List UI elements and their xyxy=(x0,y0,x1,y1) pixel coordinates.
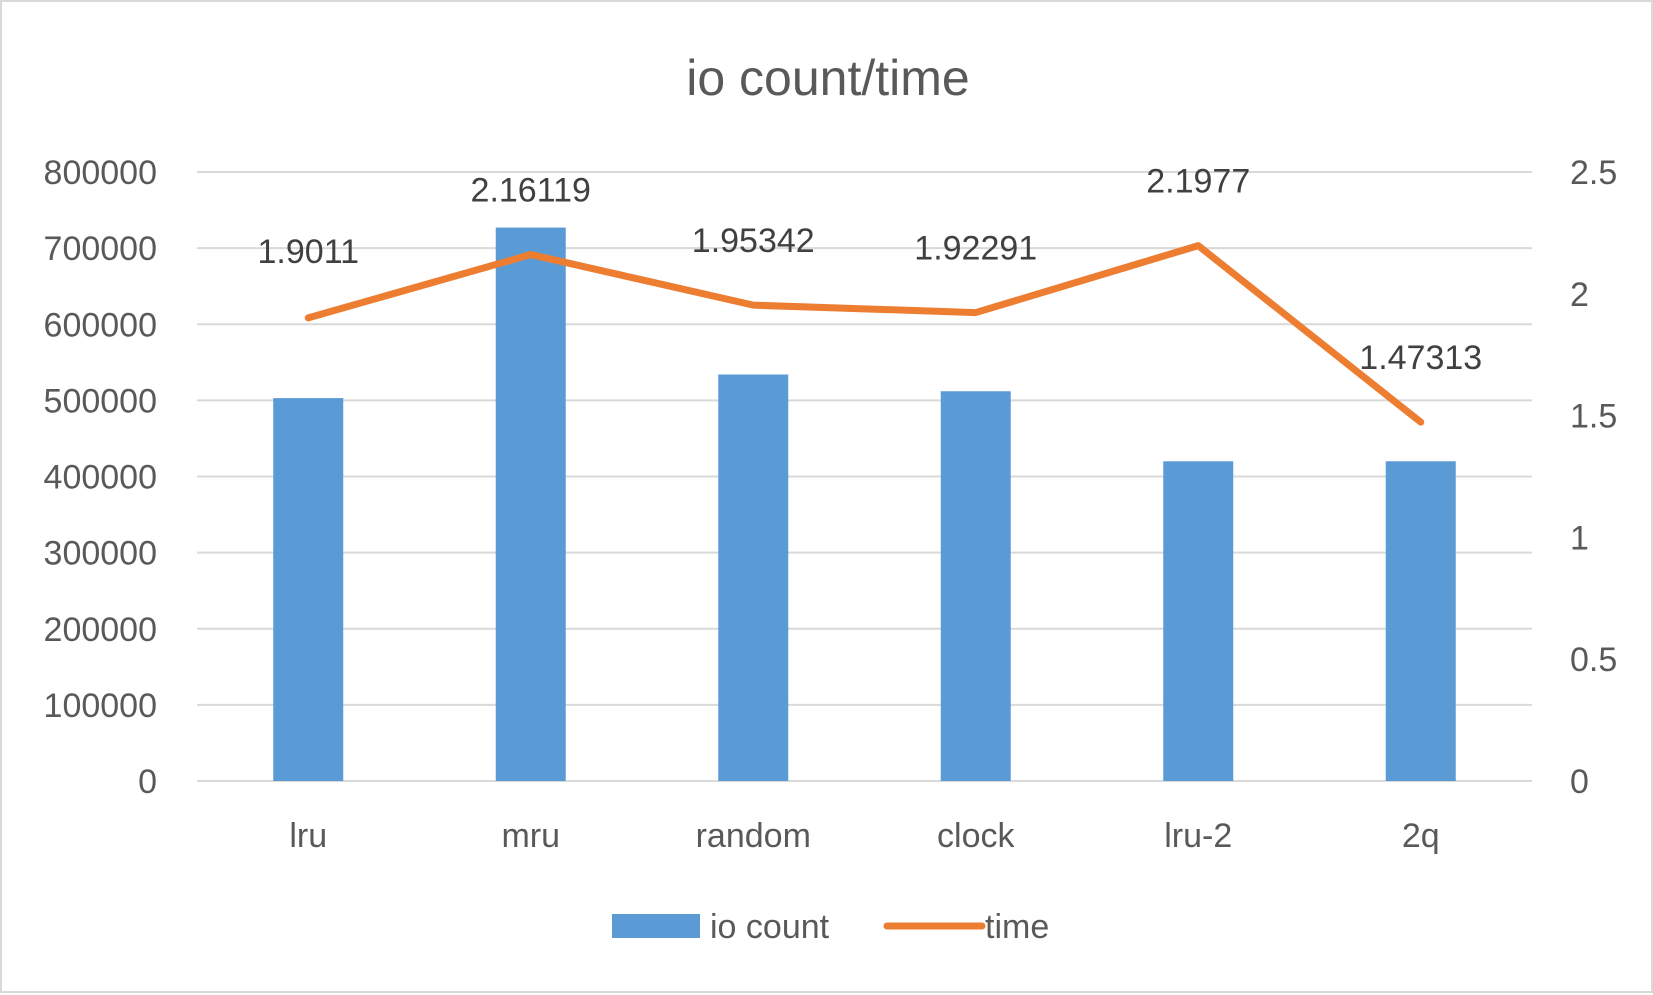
bar-io-count xyxy=(495,227,566,782)
y-right-tick-label: 1.5 xyxy=(1570,398,1617,436)
chart-title: io count/time xyxy=(686,50,969,106)
legend-label-time: time xyxy=(985,908,1049,946)
bar-io-count xyxy=(273,398,344,781)
y-right-tick-label: 1 xyxy=(1570,519,1589,557)
y-right-tick-label: 0.5 xyxy=(1570,641,1617,679)
y-left-tick-label: 100000 xyxy=(44,687,157,725)
x-tick-label: mru xyxy=(501,817,560,855)
y-left-tick-label: 500000 xyxy=(44,382,157,420)
y-left-tick-label: 200000 xyxy=(44,611,157,649)
data-label-time: 1.95342 xyxy=(692,222,815,260)
y-left-tick-label: 800000 xyxy=(44,154,157,192)
left-y-axis: 0 100000 200000 300000 400000 500000 600000 700… xyxy=(44,154,157,801)
y-right-tick-label: 2 xyxy=(1570,276,1589,314)
bar-io-count xyxy=(718,374,789,781)
x-tick-label: lru xyxy=(289,817,327,855)
x-tick-label: clock xyxy=(937,817,1015,855)
x-axis: lru mru random clock lru-2 2q xyxy=(289,817,1439,855)
legend-label-io-count: io count xyxy=(710,908,830,946)
y-left-tick-label: 600000 xyxy=(44,306,157,344)
line-series-time: 1.9011 2.16119 1.95342 1.92291 2.1977 1.47313 xyxy=(258,163,1482,426)
bar-io-count xyxy=(1163,461,1234,781)
y-left-tick-label: 400000 xyxy=(44,459,157,497)
x-tick-label: 2q xyxy=(1402,817,1440,855)
y-left-tick-label: 700000 xyxy=(44,230,157,268)
y-right-tick-label: 2.5 xyxy=(1570,154,1617,192)
data-label-time: 1.9011 xyxy=(258,233,359,271)
x-tick-label: random xyxy=(696,817,811,855)
gridlines xyxy=(197,171,1532,782)
data-label-time: 1.92291 xyxy=(914,230,1037,268)
y-left-tick-label: 300000 xyxy=(44,535,157,573)
data-label-time: 2.1977 xyxy=(1146,163,1250,201)
bar-io-count xyxy=(940,391,1011,781)
bar-io-count xyxy=(1385,461,1456,781)
time-line xyxy=(304,242,1425,426)
data-label-time: 2.16119 xyxy=(471,172,591,210)
y-right-tick-label: 0 xyxy=(1570,763,1589,801)
data-label-time: 1.47313 xyxy=(1359,339,1482,377)
legend-swatch-io-count xyxy=(612,914,700,938)
y-left-tick-label: 0 xyxy=(138,763,157,801)
x-tick-label: lru-2 xyxy=(1164,817,1232,855)
right-y-axis: 0 0.5 1 1.5 2 2.5 xyxy=(1570,154,1617,801)
legend: io count time xyxy=(612,908,1049,946)
bar-series-io-count xyxy=(273,227,1456,782)
